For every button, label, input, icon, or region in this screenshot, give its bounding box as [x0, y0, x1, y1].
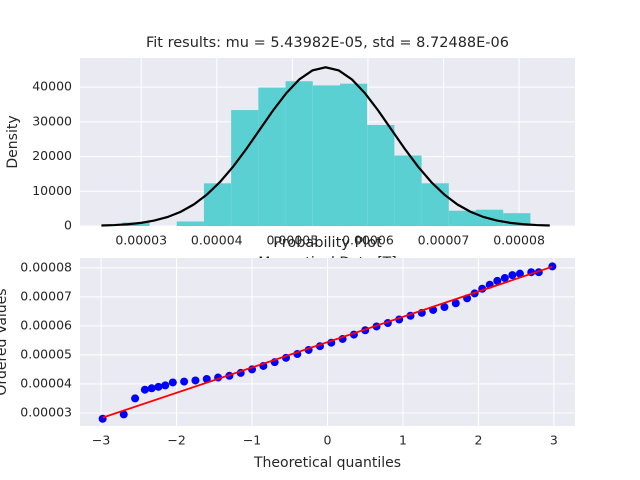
- data-point: [508, 271, 517, 280]
- x-tick-label: 3: [550, 433, 558, 448]
- y-tick-label: 0.00006: [20, 317, 72, 332]
- y-axis-label: Ordered Values: [0, 288, 10, 395]
- histogram-bar: [421, 183, 449, 226]
- data-point: [131, 394, 140, 403]
- histogram-bar: [367, 124, 395, 226]
- x-tick-label: 0.00007: [418, 233, 470, 248]
- y-tick-label: 0.00003: [20, 404, 72, 419]
- chart-title: Fit results: mu = 5.43982E-05, std = 8.7…: [146, 35, 509, 51]
- y-tick-label: 20000: [32, 148, 72, 163]
- x-tick-label: −3: [92, 433, 110, 448]
- histogram-bar: [339, 83, 368, 227]
- y-tick-label: 0.00005: [20, 346, 72, 361]
- x-tick-label: 0: [324, 433, 332, 448]
- data-point: [493, 276, 502, 285]
- x-tick-label: 0.00008: [493, 233, 545, 248]
- x-tick-label: −1: [243, 433, 261, 448]
- data-point: [500, 274, 509, 283]
- histogram-bar: [203, 183, 232, 226]
- histogram-bar: [448, 210, 476, 226]
- data-point: [154, 382, 163, 391]
- fit-line: [102, 265, 553, 419]
- data-point: [161, 381, 170, 390]
- fit-curve: [101, 66, 550, 227]
- data-point: [119, 410, 128, 419]
- data-point: [140, 385, 149, 394]
- chart-title: Probability Plot: [273, 235, 382, 251]
- y-tick-label: 0.00004: [20, 375, 72, 390]
- x-tick-label: 2: [474, 433, 482, 448]
- histogram-bar: [258, 87, 286, 226]
- x-tick-label: 1: [399, 433, 407, 448]
- histogram-bar: [231, 110, 259, 226]
- y-tick-label: 0.00007: [20, 288, 72, 303]
- histogram-bar: [176, 221, 204, 226]
- x-tick-label: −2: [167, 433, 185, 448]
- histogram-bar: [312, 85, 340, 227]
- data-point: [147, 384, 156, 393]
- data-point: [440, 303, 449, 312]
- histogram-bar: [285, 81, 313, 226]
- data-point: [515, 269, 524, 278]
- data-point: [548, 262, 557, 271]
- x-axis-label: Theoretical quantiles: [253, 455, 401, 471]
- y-tick-label: 40000: [32, 79, 72, 94]
- data-point: [202, 374, 211, 383]
- histogram-bar: [394, 155, 422, 226]
- data-point: [191, 376, 200, 385]
- x-tick-label: 0.00006: [342, 233, 394, 248]
- y-tick-label: 0: [64, 218, 72, 233]
- y-tick-label: 30000: [32, 113, 72, 128]
- data-point: [451, 299, 460, 308]
- x-tick-label: 0.00004: [191, 233, 243, 248]
- x-tick-label: 0.00005: [267, 233, 319, 248]
- data-point: [180, 377, 189, 386]
- y-axis-label: Density: [5, 115, 21, 168]
- y-tick-label: 0.00008: [20, 259, 72, 274]
- data-point: [168, 378, 177, 387]
- x-tick-label: 0.00003: [115, 233, 167, 248]
- y-tick-label: 10000: [32, 183, 72, 198]
